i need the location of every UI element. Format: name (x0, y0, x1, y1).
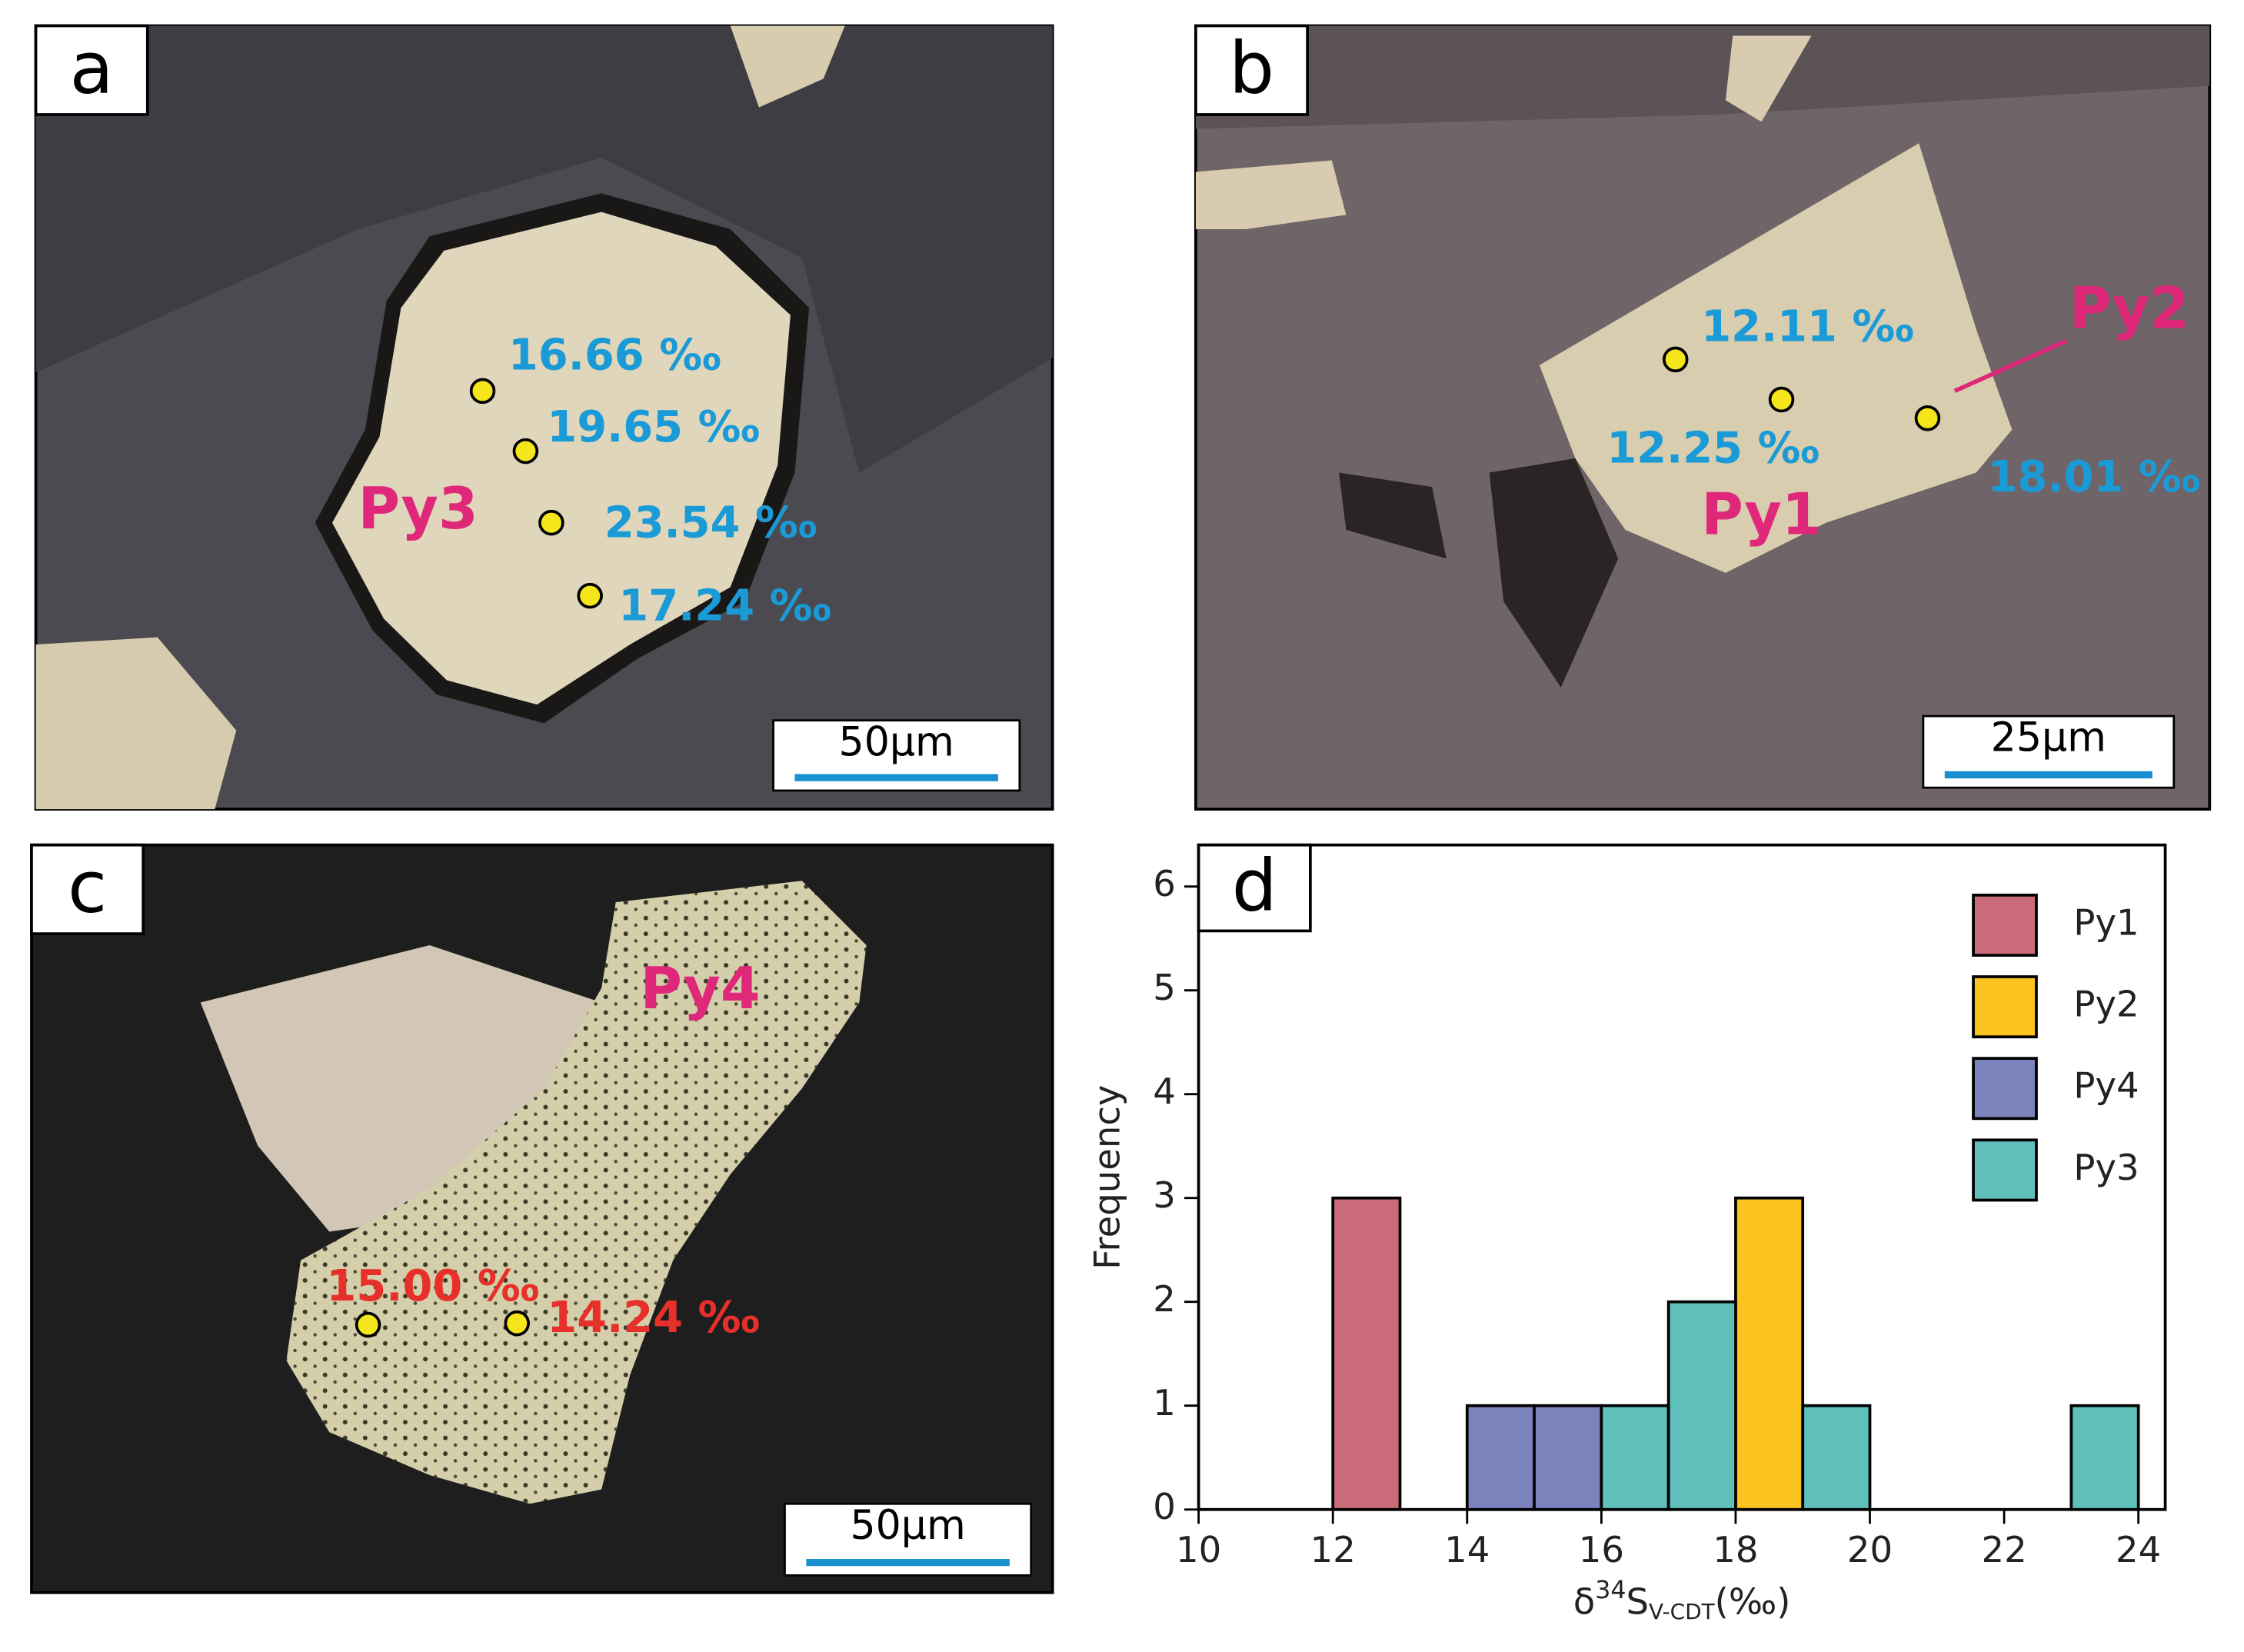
analysis-spot (355, 1311, 381, 1338)
analysis-spot (538, 509, 564, 536)
legend-label: Py3 (2073, 1147, 2139, 1188)
legend-swatch (1972, 975, 2038, 1039)
scale-bar-label: 50μm (839, 719, 954, 765)
x-tick-label: 24 (2116, 1529, 2161, 1570)
panel-label: a (70, 26, 114, 109)
x-tick-label: 14 (1444, 1529, 1490, 1570)
mineral-label: Py4 (640, 955, 760, 1022)
x-axis-label: δ34SV-CDT(‰) (1573, 1577, 1791, 1624)
y-tick-label: 1 (1153, 1382, 1176, 1424)
analysis-spot (504, 1310, 530, 1337)
x-tick-label: 20 (1847, 1529, 1893, 1570)
isotope-value: 14.24 ‰ (547, 1293, 760, 1343)
y-tick-label: 6 (1153, 863, 1176, 904)
x-axis-label-part: δ (1573, 1580, 1595, 1622)
panel-label: b (1229, 26, 1274, 109)
panel-label: d (1232, 844, 1277, 928)
x-tick-label: 12 (1310, 1529, 1356, 1570)
histogram-bar (1734, 1196, 1805, 1511)
histogram-bar (1331, 1196, 1402, 1511)
isotope-value: 19.65 ‰ (547, 402, 760, 452)
isotope-value: 12.25 ‰ (1606, 424, 1820, 474)
scale-bar-label: 50μm (850, 1503, 965, 1549)
legend-label: Py1 (2073, 901, 2139, 943)
histogram-bar (2069, 1404, 2140, 1511)
isotope-value: 23.54 ‰ (604, 498, 817, 548)
isotope-value: 17.24 ‰ (618, 581, 831, 631)
y-tick-label: 4 (1153, 1071, 1176, 1112)
x-axis-label-part: S (1626, 1580, 1650, 1622)
x-axis-label-part: V-CDT (1649, 1599, 1716, 1624)
panel-label-box (30, 843, 145, 935)
isotope-value: 16.66 ‰ (508, 331, 721, 381)
leader-line (1953, 338, 2068, 393)
analysis-spot (512, 438, 539, 465)
mineral-label: Py2 (2069, 275, 2189, 341)
y-axis-label: Frequency (1087, 1084, 1128, 1269)
analysis-spot (469, 378, 496, 405)
histogram-bar (1801, 1404, 1872, 1511)
analysis-spot (1914, 405, 1941, 431)
x-tick-label: 10 (1176, 1529, 1221, 1570)
mineral-label: Py3 (358, 475, 478, 542)
x-axis-label-part: (‰) (1715, 1580, 1791, 1622)
photo-c (30, 843, 1054, 1594)
x-tick-label: 22 (1981, 1529, 2026, 1570)
analysis-spot (1768, 386, 1795, 413)
x-tick-label: 16 (1579, 1529, 1624, 1570)
isotope-value: 18.01 ‰ (1988, 452, 2201, 502)
isotope-value: 12.11 ‰ (1701, 301, 1914, 351)
histogram-bar (1600, 1404, 1670, 1511)
histogram-bar (1533, 1404, 1603, 1511)
photo-a (34, 24, 1054, 811)
histogram-bar (1465, 1404, 1536, 1511)
analysis-spot (1662, 346, 1689, 373)
analysis-spot (577, 582, 603, 609)
mineral-label: Py1 (1701, 481, 1821, 548)
histogram-bar (1666, 1300, 1737, 1511)
y-tick-label: 2 (1153, 1278, 1176, 1320)
legend-swatch (1972, 1138, 2038, 1202)
panel-label-box (1197, 843, 1312, 933)
legend-swatch (1972, 1057, 2038, 1121)
scale-bar-label: 25μm (1991, 715, 2106, 761)
isotope-value: 15.00 ‰ (327, 1261, 540, 1311)
y-tick-label: 3 (1153, 1174, 1176, 1216)
photo-b (1194, 24, 2212, 811)
panel-label: c (68, 845, 107, 928)
x-tick-label: 18 (1713, 1529, 1758, 1570)
panel-label-box (34, 24, 149, 116)
legend-label: Py2 (2073, 984, 2139, 1025)
y-tick-label: 0 (1153, 1486, 1176, 1527)
x-axis-label-part: 34 (1595, 1577, 1626, 1604)
legend-swatch (1972, 893, 2038, 957)
panel-label-box (1194, 24, 1310, 116)
y-tick-label: 5 (1153, 967, 1176, 1008)
legend-label: Py4 (2073, 1065, 2139, 1107)
